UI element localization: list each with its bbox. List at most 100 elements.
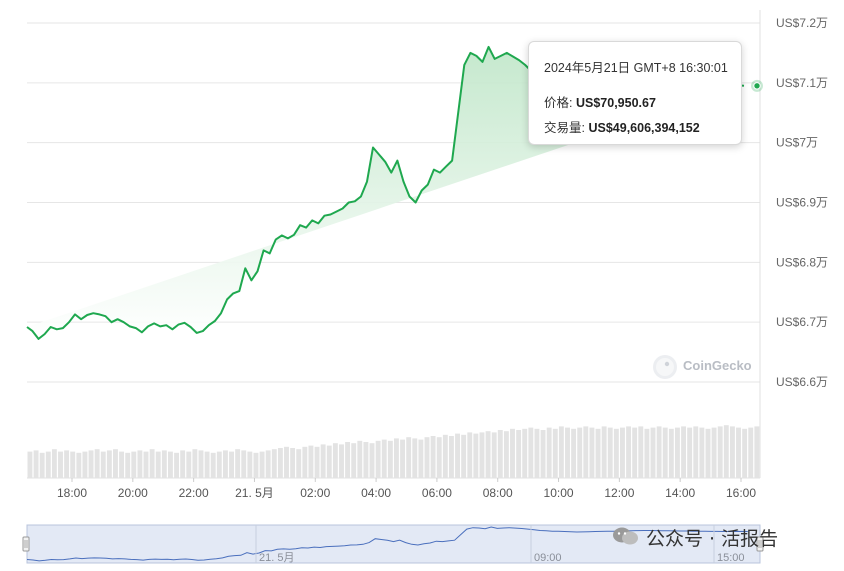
volume-bar [491,432,497,478]
volume-bar [595,428,601,478]
volume-bar [748,427,754,478]
volume-bar [271,449,277,478]
volume-bar [167,451,173,478]
volume-bar [216,451,222,478]
volume-bar [742,428,748,478]
navigator-label: 21. 5月 [259,552,294,564]
volume-bar [339,444,344,478]
coingecko-watermark: CoinGecko [683,358,752,373]
volume-bar [363,442,369,478]
volume-bar [528,427,534,478]
volume-bar [149,449,155,478]
volume-bar [693,426,699,478]
volume-bar [510,428,515,478]
navigator-handle[interactable] [22,536,30,552]
volume-bar [119,451,125,478]
volume-bar [82,451,88,478]
navigator-mask [26,524,761,564]
volume-bar [314,446,320,478]
navigator-label: 09:00 [534,552,562,564]
volume-bar [717,426,723,478]
volume-bar [723,425,729,478]
price-tooltip: 2024年5月21日 GMT+8 16:30:01 价格: US$70,950.… [528,41,742,145]
tooltip-time: 2024年5月21日 GMT+8 16:30:01 [544,61,728,75]
volume-bar [711,427,717,478]
y-tick-label: US$6.8万 [776,255,828,269]
volume-bar [479,432,485,478]
volume-bars [27,425,760,478]
volume-bar [448,436,454,478]
tooltip-volume-label: 交易量: [544,121,585,135]
volume-bar [131,451,137,478]
volume-bar [571,428,577,478]
volume-bar [699,427,705,478]
volume-bar [442,434,448,478]
volume-bar [430,436,436,478]
volume-bar [296,449,302,478]
volume-bar [222,450,228,478]
volume-bar [198,450,204,478]
volume-bar [94,449,100,478]
volume-bar [192,449,198,478]
volume-bar [522,428,528,478]
volume-bar [540,430,546,478]
volume-bar [259,451,265,478]
navigator-handle[interactable] [756,536,764,552]
volume-bar [687,427,693,478]
x-tick-label: 08:00 [483,486,513,500]
x-tick-label: 10:00 [544,486,574,500]
volume-bar [326,445,332,478]
volume-bar [253,452,259,478]
volume-bar [277,448,283,478]
volume-bar [39,452,45,478]
x-tick-label: 20:00 [118,486,148,500]
x-tick-label: 22:00 [179,486,209,500]
range-navigator[interactable]: 21. 5月 09:00 15:00 [22,524,764,564]
volume-bar [467,432,473,478]
volume-bar [125,452,131,478]
tooltip-price-value: US$70,950.67 [575,96,656,110]
x-tick-label: 18:00 [57,486,87,500]
volume-bar [320,444,326,478]
x-tick-label: 04:00 [361,486,391,500]
y-tick-label: US$6.7万 [776,315,828,329]
volume-bar [290,448,296,478]
volume-bar [76,452,82,478]
volume-bar [412,438,418,478]
volume-bar [436,437,442,478]
volume-bar [400,439,406,478]
volume-bar [424,437,430,478]
y-tick-label: US$7.2万 [776,16,828,30]
volume-bar [638,426,644,478]
volume-bar [174,452,180,478]
volume-bar [332,443,338,478]
volume-bar [565,427,570,478]
volume-bar [210,452,216,478]
volume-bar [583,426,589,478]
volume-bar [668,428,674,478]
navigator-label: 15:00 [717,552,745,564]
coingecko-logo-icon [653,355,677,379]
volume-bar [58,451,63,478]
tooltip-volume-value: US$49,606,394,152 [588,121,700,135]
volume-bar [754,426,760,478]
volume-bar [613,428,619,478]
volume-bar [137,450,143,478]
volume-bar [644,428,650,478]
volume-bar [113,449,118,478]
y-tick-label: US$6.9万 [776,196,828,210]
volume-bar [607,427,613,478]
volume-bar [235,449,241,478]
x-tick-label: 14:00 [665,486,695,500]
volume-bar [284,446,289,478]
volume-bar [161,450,167,478]
tooltip-volume-row: 交易量: US$49,606,394,152 [544,117,741,136]
volume-bar [302,446,308,478]
volume-bar [620,427,625,478]
volume-bar [558,426,564,478]
volume-bar [155,451,161,478]
y-tick-label: US$6.6万 [776,375,828,389]
volume-bar [729,426,735,478]
tooltip-price-label: 价格: [544,96,573,110]
volume-bar [662,427,668,478]
